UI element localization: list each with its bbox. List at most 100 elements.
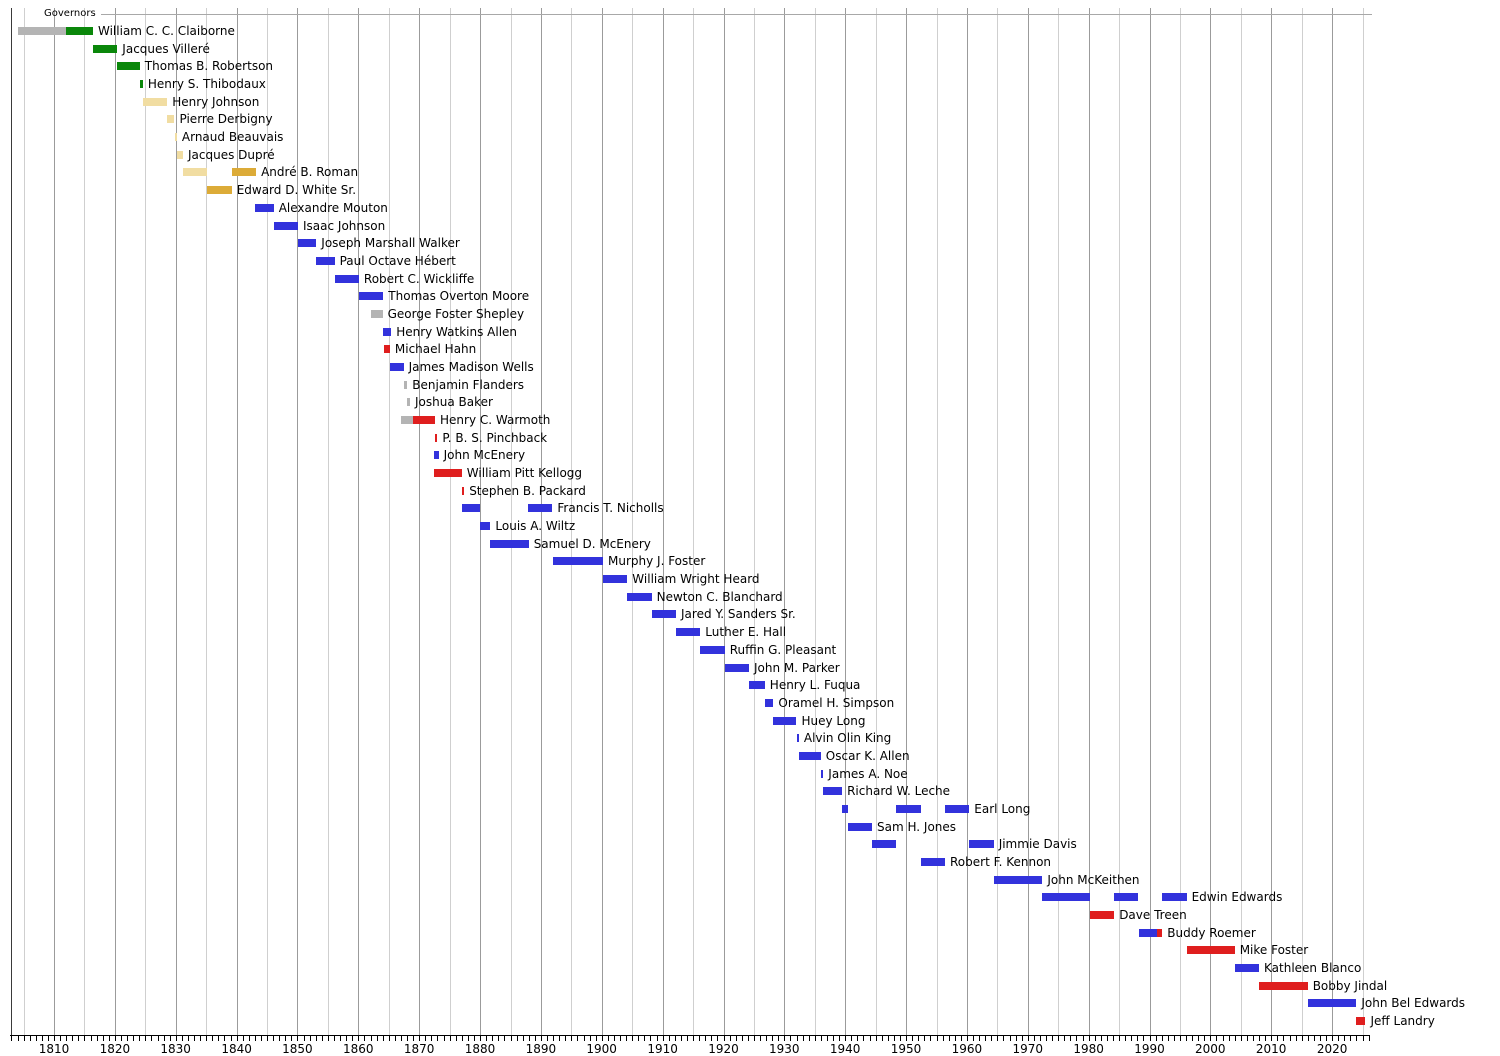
term-bar xyxy=(969,840,994,849)
axis-tick xyxy=(212,1036,214,1041)
gridline xyxy=(1332,8,1334,1035)
axis-tick xyxy=(571,1036,573,1041)
axis-tick xyxy=(17,1036,19,1041)
axis-tick-label: 1960 xyxy=(951,1042,983,1056)
term-bar xyxy=(920,858,945,866)
axis-tick xyxy=(1289,1036,1291,1041)
axis-tick xyxy=(1046,1036,1047,1041)
axis-tick xyxy=(66,1036,68,1041)
governor-label: Luther E. Hall xyxy=(705,625,787,640)
governor-label: Joseph Marshall Walker xyxy=(321,236,460,251)
axis-tick xyxy=(297,1036,299,1041)
gridline xyxy=(358,8,360,1035)
governor-label: Thomas B. Robertson xyxy=(144,59,274,74)
axis-tick xyxy=(1143,1036,1145,1041)
axis-tick xyxy=(857,1036,859,1041)
axis-tick xyxy=(498,1036,500,1041)
axis-tick xyxy=(960,1036,962,1041)
axis-tick xyxy=(845,1036,847,1041)
gridline xyxy=(327,8,329,1035)
governor-label: Jacques Dupré xyxy=(188,147,275,162)
axis-tick xyxy=(1198,1036,1200,1041)
axis-tick xyxy=(693,1036,694,1041)
axis-tick xyxy=(674,1036,676,1041)
axis-tick xyxy=(729,1036,731,1041)
axis-tick-label: 1830 xyxy=(160,1042,191,1056)
axis-tick xyxy=(644,1036,646,1041)
governor-label: George Foster Shepley xyxy=(387,306,525,321)
term-bar xyxy=(773,716,797,725)
axis-tick xyxy=(267,1036,268,1041)
axis-tick xyxy=(680,1036,682,1041)
axis-tick xyxy=(826,1036,828,1041)
axis-tick xyxy=(766,1036,768,1041)
governor-label: Samuel D. McEnery xyxy=(533,536,651,551)
axis-tick xyxy=(467,1036,469,1041)
gridline xyxy=(632,8,634,1035)
governor-label: Kathleen Blanco xyxy=(1264,961,1362,975)
axis-tick xyxy=(230,1036,232,1041)
governor-label: Ruffin G. Pleasant xyxy=(729,642,837,657)
axis-tick xyxy=(1161,1036,1163,1041)
axis-tick xyxy=(11,1036,13,1041)
axis-tick xyxy=(273,1036,275,1041)
governor-label: Robert F. Kennon xyxy=(950,855,1052,869)
axis-tick xyxy=(102,1036,104,1041)
axis-tick-label: 1840 xyxy=(221,1042,252,1056)
axis-tick xyxy=(364,1036,366,1041)
axis-tick xyxy=(236,1036,238,1041)
axis-tick xyxy=(802,1036,804,1041)
axis-tick xyxy=(1131,1036,1133,1041)
axis-tick xyxy=(638,1036,640,1041)
gridline xyxy=(997,8,999,1035)
axis-tick xyxy=(565,1036,567,1041)
term-bar xyxy=(724,663,749,672)
term-bar xyxy=(796,734,799,743)
term-bar xyxy=(651,610,676,619)
axis-tick xyxy=(1319,1036,1321,1041)
term-bar xyxy=(461,486,465,495)
axis-tick xyxy=(662,1036,664,1041)
term-bar xyxy=(823,787,843,796)
axis-tick xyxy=(315,1036,317,1041)
axis-tick-label: 1990 xyxy=(1134,1042,1165,1056)
axis-tick-label: 1810 xyxy=(38,1042,70,1056)
axis-tick xyxy=(1204,1036,1206,1041)
governor-label: James Madison Wells xyxy=(408,359,534,374)
term-bar xyxy=(66,27,93,35)
gridline xyxy=(845,8,847,1035)
axis-tick xyxy=(1015,1036,1017,1041)
axis-tick xyxy=(327,1036,329,1041)
term-bar xyxy=(1234,964,1259,972)
axis-tick xyxy=(790,1036,792,1041)
axis-tick xyxy=(181,1036,183,1041)
axis-tick xyxy=(486,1036,488,1041)
governor-label: Sam H. Jones xyxy=(877,819,957,834)
governor-label: James A. Noe xyxy=(828,766,908,781)
term-bar xyxy=(334,274,359,283)
term-bar xyxy=(798,751,821,760)
gridline xyxy=(84,8,86,1035)
gridline xyxy=(449,8,451,1035)
axis-tick xyxy=(954,1036,956,1041)
axis-tick xyxy=(1344,1036,1346,1041)
axis-tick xyxy=(528,1036,530,1041)
axis-tick xyxy=(686,1036,688,1041)
axis-tick xyxy=(449,1036,451,1041)
axis-tick xyxy=(492,1036,494,1041)
axis-tick xyxy=(1326,1036,1327,1041)
gridline xyxy=(1210,8,1212,1035)
governor-label: Jacques Villeré xyxy=(122,41,210,56)
axis-tick xyxy=(632,1036,634,1041)
term-bar xyxy=(461,504,481,513)
axis-tick xyxy=(29,1036,31,1041)
governor-label: André B. Roman xyxy=(261,165,359,180)
axis-tick xyxy=(285,1036,287,1041)
axis-tick xyxy=(1094,1036,1096,1041)
axis-tick xyxy=(1210,1036,1212,1041)
gridline xyxy=(723,8,725,1035)
gridline xyxy=(906,8,907,1035)
axis-tick xyxy=(900,1036,901,1041)
axis-tick xyxy=(303,1036,305,1041)
axis-tick xyxy=(979,1036,981,1041)
